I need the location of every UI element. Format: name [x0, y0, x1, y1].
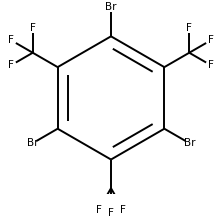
Text: F: F [8, 35, 14, 45]
Text: F: F [96, 205, 101, 215]
Text: F: F [30, 23, 36, 33]
Text: Br: Br [27, 138, 38, 148]
Text: F: F [186, 23, 192, 33]
Text: F: F [208, 60, 214, 70]
Text: Br: Br [184, 138, 195, 148]
Text: F: F [108, 208, 114, 217]
Text: F: F [121, 205, 126, 215]
Text: F: F [8, 60, 14, 70]
Text: Br: Br [105, 2, 117, 12]
Text: F: F [208, 35, 214, 45]
